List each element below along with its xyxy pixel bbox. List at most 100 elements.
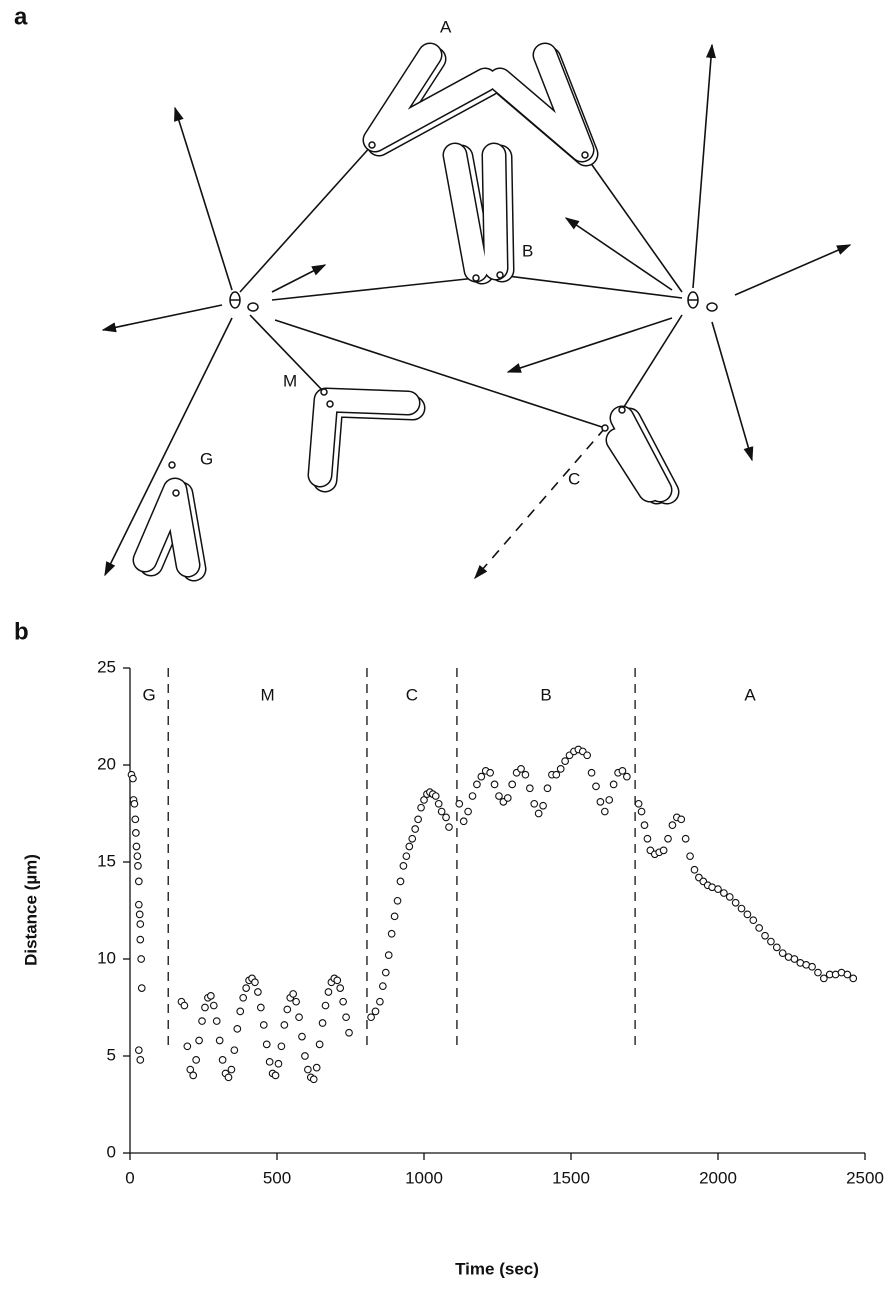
data-point — [239, 993, 248, 1002]
data-point — [819, 974, 828, 983]
data-point — [265, 1057, 274, 1066]
data-point — [136, 935, 145, 944]
data-point — [136, 1056, 145, 1064]
x-tick-label: 2000 — [699, 1168, 737, 1187]
data-point — [605, 796, 614, 804]
data-point — [539, 801, 547, 810]
data-point — [315, 1040, 324, 1049]
data-point — [725, 893, 734, 901]
data-point — [318, 1019, 327, 1027]
data-point — [808, 962, 816, 971]
data-point — [664, 834, 672, 843]
data-point — [133, 852, 142, 861]
x-tick-label: 500 — [263, 1168, 291, 1187]
data-point — [668, 821, 677, 829]
data-point — [137, 955, 146, 963]
data-point — [596, 798, 605, 806]
data-point — [714, 885, 722, 894]
data-point — [298, 1032, 306, 1041]
data-point — [525, 784, 534, 793]
x-tick-label: 0 — [125, 1168, 134, 1187]
data-point — [442, 813, 450, 822]
data-point — [634, 799, 643, 808]
data-point — [180, 1001, 189, 1010]
data-point — [743, 910, 752, 919]
data-point — [659, 846, 668, 855]
data-point — [230, 1046, 239, 1055]
data-point — [242, 984, 250, 992]
data-point — [609, 780, 618, 789]
data-point — [583, 751, 592, 760]
data-point — [301, 1052, 309, 1060]
data-point — [681, 834, 690, 843]
x-tick-label: 2500 — [846, 1168, 884, 1187]
data-point — [134, 1046, 143, 1055]
y-tick-label: 25 — [97, 657, 116, 676]
phase-label: C — [406, 685, 418, 704]
chromosome-label: B — [522, 241, 533, 260]
data-point — [186, 1065, 195, 1074]
data-point — [640, 821, 649, 829]
data-point — [534, 809, 543, 818]
data-point — [271, 1071, 280, 1080]
data-point — [618, 766, 627, 775]
data-point — [417, 803, 425, 812]
data-point — [227, 1065, 236, 1074]
data-point — [384, 951, 393, 959]
data-point — [849, 974, 858, 983]
data-point — [755, 924, 764, 932]
data-point — [843, 970, 852, 979]
data-point — [408, 834, 417, 843]
data-point — [132, 842, 141, 851]
data-point — [309, 1075, 318, 1084]
chromosome-label: G — [200, 449, 213, 468]
data-point — [731, 898, 740, 907]
data-point — [192, 1056, 200, 1064]
data-point — [130, 799, 139, 808]
data-point — [445, 823, 453, 831]
data-point — [131, 815, 140, 824]
data-point — [132, 829, 140, 837]
spindle-diagram: A B M G C — [101, 17, 852, 582]
data-point — [195, 1036, 203, 1045]
data-point — [749, 916, 758, 925]
data-point — [473, 780, 481, 789]
data-point — [521, 770, 530, 779]
data-point — [378, 982, 387, 991]
data-point — [761, 931, 769, 940]
data-point — [686, 852, 694, 861]
data-point — [256, 1003, 265, 1012]
data-point — [224, 1073, 233, 1082]
data-point — [251, 978, 259, 987]
data-point — [189, 1071, 198, 1080]
data-point — [396, 877, 405, 886]
data-point — [690, 865, 699, 874]
data-point — [345, 1028, 353, 1037]
data-point — [405, 842, 414, 851]
data-point — [517, 765, 525, 773]
data-point — [543, 784, 552, 793]
data-point — [259, 1021, 268, 1029]
data-point — [134, 877, 143, 886]
data-point — [587, 768, 596, 777]
data-point — [183, 1042, 192, 1051]
data-point — [814, 968, 822, 977]
data-point — [254, 988, 262, 996]
panel-label: b — [14, 618, 29, 645]
data-point — [561, 757, 569, 765]
panel-label: a — [14, 3, 28, 30]
data-point — [459, 817, 468, 826]
data-point — [477, 772, 486, 781]
data-point — [556, 765, 565, 773]
data-point — [767, 937, 775, 946]
data-point — [136, 920, 145, 928]
data-point — [129, 774, 137, 783]
y-tick-label: 5 — [107, 1045, 116, 1064]
data-point — [455, 799, 464, 808]
data-point — [367, 1013, 375, 1022]
y-tick-label: 15 — [97, 851, 116, 870]
data-point — [720, 889, 728, 897]
chromosome-label: A — [440, 17, 452, 36]
chromosome-label: C — [568, 469, 580, 488]
